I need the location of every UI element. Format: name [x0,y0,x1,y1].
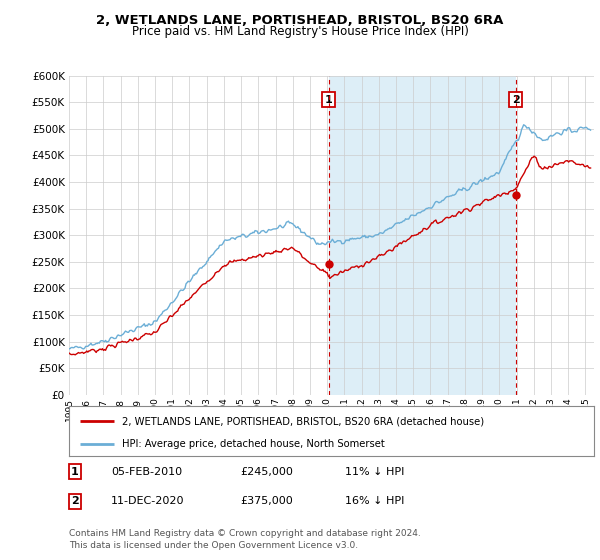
Text: 1: 1 [325,95,332,105]
Text: 2: 2 [512,95,520,105]
Text: 16% ↓ HPI: 16% ↓ HPI [345,496,404,506]
Text: Contains HM Land Registry data © Crown copyright and database right 2024.
This d: Contains HM Land Registry data © Crown c… [69,529,421,550]
Text: HPI: Average price, detached house, North Somerset: HPI: Average price, detached house, Nort… [121,439,384,449]
Text: 2, WETLANDS LANE, PORTISHEAD, BRISTOL, BS20 6RA (detached house): 2, WETLANDS LANE, PORTISHEAD, BRISTOL, B… [121,416,484,426]
Text: 11-DEC-2020: 11-DEC-2020 [111,496,185,506]
Text: 1: 1 [71,466,79,477]
Text: Price paid vs. HM Land Registry's House Price Index (HPI): Price paid vs. HM Land Registry's House … [131,25,469,38]
Text: £245,000: £245,000 [240,466,293,477]
Text: 11% ↓ HPI: 11% ↓ HPI [345,466,404,477]
Text: 2, WETLANDS LANE, PORTISHEAD, BRISTOL, BS20 6RA: 2, WETLANDS LANE, PORTISHEAD, BRISTOL, B… [97,14,503,27]
Text: £375,000: £375,000 [240,496,293,506]
Text: 05-FEB-2010: 05-FEB-2010 [111,466,182,477]
Text: 2: 2 [71,496,79,506]
Bar [329,76,515,395]
